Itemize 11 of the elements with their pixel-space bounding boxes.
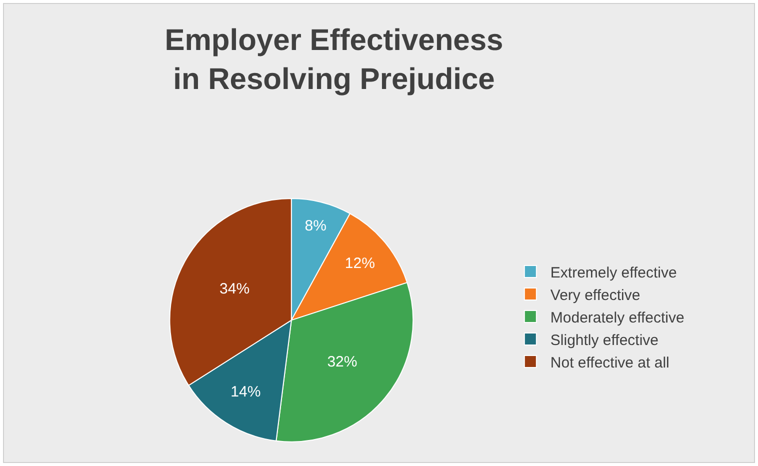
legend-label: Not effective at all [550, 354, 670, 372]
data-label: 34% [220, 280, 250, 298]
legend-label: Very effective [550, 286, 640, 304]
legend-label: Moderately effective [550, 309, 684, 326]
data-label: 8% [304, 217, 326, 234]
chart-title: Employer Effectiveness in Resolving Prejudice [164, 24, 504, 96]
legend-label: Slightly effective [550, 332, 659, 349]
data-label: 12% [344, 254, 375, 272]
legend-label: Extremely effective [550, 264, 677, 282]
data-label: 32% [327, 354, 358, 371]
data-label: 14% [230, 384, 261, 401]
